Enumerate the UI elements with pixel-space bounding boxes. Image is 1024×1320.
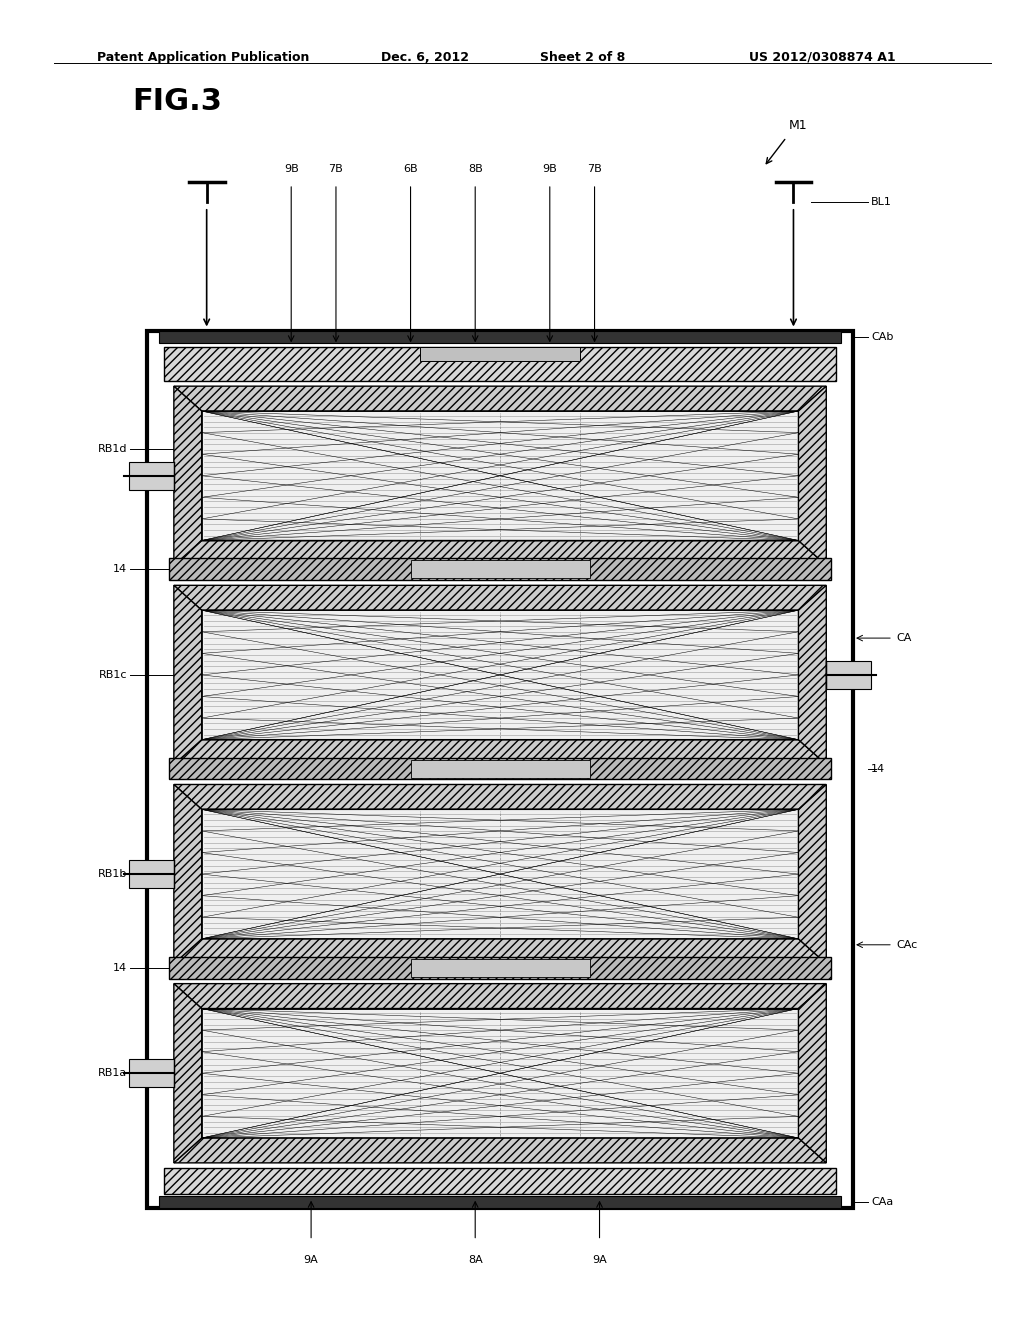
Bar: [164, 347, 837, 381]
Polygon shape: [174, 585, 202, 764]
Text: FIG.3: FIG.3: [132, 87, 222, 116]
Polygon shape: [799, 784, 826, 964]
Bar: [411, 759, 590, 777]
Bar: [147, 331, 853, 1208]
Text: US 2012/0308874 A1: US 2012/0308874 A1: [749, 50, 895, 63]
Text: 7B: 7B: [587, 164, 602, 174]
Polygon shape: [174, 1138, 826, 1163]
Polygon shape: [174, 585, 826, 610]
Bar: [169, 758, 831, 780]
Bar: [159, 1196, 841, 1208]
Bar: [169, 957, 831, 978]
Text: 14: 14: [871, 763, 885, 774]
Polygon shape: [174, 983, 202, 1163]
Polygon shape: [174, 387, 826, 411]
Polygon shape: [799, 983, 826, 1163]
Text: Sheet 2 of 8: Sheet 2 of 8: [540, 50, 625, 63]
Text: Patent Application Publication: Patent Application Publication: [97, 50, 309, 63]
Text: CAa: CAa: [871, 1197, 893, 1206]
Bar: [826, 661, 871, 689]
Polygon shape: [174, 540, 826, 565]
Bar: [159, 331, 841, 343]
Text: CAb: CAb: [871, 333, 893, 342]
Text: 7B: 7B: [329, 164, 343, 174]
Text: BL1: BL1: [871, 197, 892, 207]
Text: 14: 14: [113, 962, 127, 973]
Text: Dec. 6, 2012: Dec. 6, 2012: [381, 50, 469, 63]
Bar: [202, 411, 799, 540]
Polygon shape: [174, 739, 826, 764]
Text: 8B: 8B: [468, 164, 482, 174]
Bar: [129, 462, 174, 490]
Text: 9A: 9A: [304, 1255, 318, 1266]
Text: 9B: 9B: [543, 164, 557, 174]
Polygon shape: [174, 784, 826, 809]
Text: CA: CA: [896, 634, 911, 643]
Polygon shape: [174, 784, 202, 964]
Text: M1: M1: [788, 119, 807, 132]
Text: RB1a: RB1a: [98, 1068, 127, 1078]
Bar: [164, 1168, 837, 1193]
Bar: [129, 861, 174, 888]
Bar: [202, 610, 799, 739]
Text: CAc: CAc: [896, 940, 918, 950]
Bar: [169, 558, 831, 581]
Bar: [421, 347, 580, 362]
Polygon shape: [174, 939, 826, 964]
Bar: [411, 561, 590, 578]
Bar: [202, 809, 799, 939]
Bar: [202, 1008, 799, 1138]
Bar: [129, 1060, 174, 1088]
Text: 14: 14: [113, 565, 127, 574]
Text: 6B: 6B: [403, 164, 418, 174]
Text: 8A: 8A: [468, 1255, 482, 1266]
Polygon shape: [174, 983, 826, 1008]
Polygon shape: [174, 387, 202, 565]
Text: RB1d: RB1d: [97, 444, 127, 454]
Polygon shape: [799, 387, 826, 565]
Text: RB1c: RB1c: [98, 671, 127, 680]
Bar: [411, 958, 590, 977]
Text: 9B: 9B: [284, 164, 299, 174]
Text: RB1b: RB1b: [97, 869, 127, 879]
Text: 9A: 9A: [592, 1255, 607, 1266]
Polygon shape: [799, 585, 826, 764]
